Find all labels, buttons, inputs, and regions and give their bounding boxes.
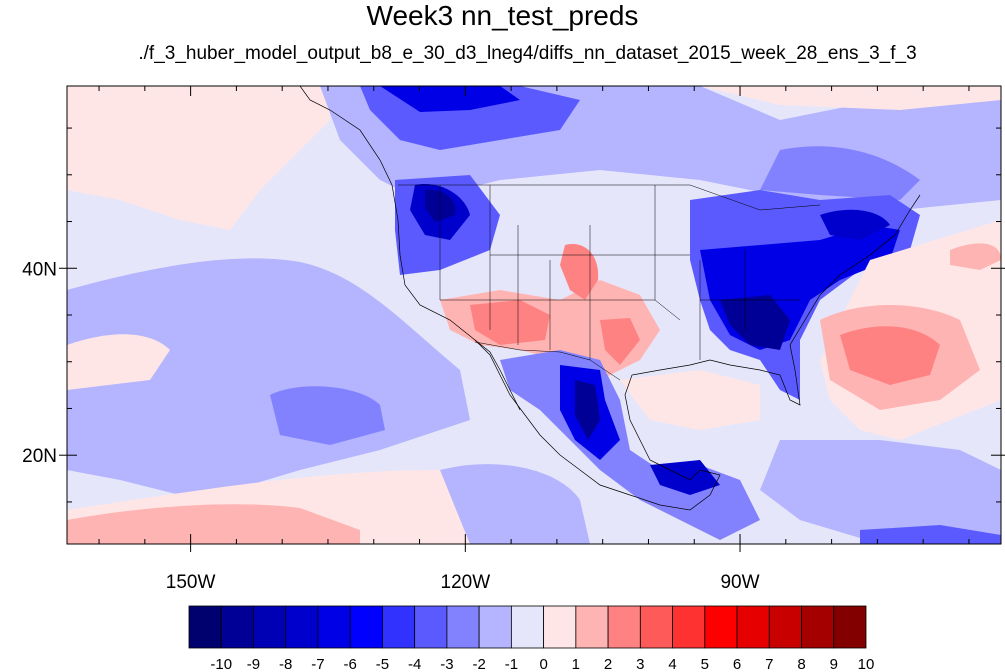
colorbar-label: -3 — [440, 656, 453, 672]
field-region — [760, 146, 920, 200]
field-region — [67, 258, 470, 500]
lon-tick-label: 90W — [720, 572, 759, 593]
colorbar-swatch — [382, 605, 416, 649]
map-title: Week3 nn_test_preds — [366, 0, 639, 31]
colorbar-swatch — [220, 605, 254, 649]
colorbar-label: 1 — [572, 656, 580, 672]
colorbar-swatch — [446, 605, 480, 649]
field-region — [270, 386, 385, 445]
colorbar-label: 4 — [668, 656, 676, 672]
coastlines — [299, 86, 921, 511]
field-region — [67, 334, 170, 390]
colorbar-label: -10 — [210, 656, 232, 672]
colorbar-label: 10 — [858, 656, 875, 672]
colorbar-label: 8 — [797, 656, 805, 672]
field-region — [560, 244, 599, 300]
field-region — [620, 370, 760, 430]
colorbar-label: -4 — [408, 656, 421, 672]
colorbar-swatch — [543, 605, 577, 649]
lon-tick-label: 120W — [441, 572, 491, 593]
colorbar-label: -6 — [344, 656, 357, 672]
field-region — [720, 295, 790, 350]
field-region — [700, 86, 1001, 110]
field-region — [380, 86, 520, 112]
colorbar-swatch — [349, 605, 383, 649]
field-region — [67, 86, 330, 230]
colorbar-swatch — [833, 605, 867, 649]
colorbar-swatch — [478, 605, 512, 649]
colorbar-swatch — [253, 605, 287, 649]
colorbar-swatch — [639, 605, 673, 649]
colorbar-label: 9 — [830, 656, 838, 672]
colorbar-swatch — [575, 605, 609, 649]
colorbar-label: -8 — [279, 656, 292, 672]
axis-ticks — [59, 86, 1005, 552]
field-region — [575, 380, 600, 440]
colorbar-swatch — [607, 605, 641, 649]
colorbar: -10 -9 -8 -7 -6 -5 -4 -3 -2 -1 0 1 2 3 4 5 6 7 8 9 10 — [188, 605, 875, 672]
colorbar-label: 2 — [604, 656, 612, 672]
colorbar-label: 7 — [765, 656, 773, 672]
field-region — [820, 209, 890, 240]
axis-tick-labels: 40N 20N 150W 120W 90W — [22, 259, 759, 593]
field-region — [67, 504, 360, 544]
field-region — [950, 243, 1001, 270]
colorbar-swatch — [414, 605, 448, 649]
colorbar-label: -9 — [247, 656, 260, 672]
colorbar-label: 3 — [636, 656, 644, 672]
lon-tick-label: 150W — [166, 572, 216, 593]
colorbar-swatch — [736, 605, 770, 649]
colorbar-label: 5 — [701, 656, 709, 672]
map-subtitle: ./f_3_huber_model_output_b8_e_30_d3_lneg… — [138, 43, 917, 64]
colorbar-label: 0 — [539, 656, 547, 672]
colorbar-swatch — [285, 605, 319, 649]
lat-tick-label: 40N — [22, 259, 57, 280]
field-region — [600, 318, 640, 365]
map-field — [67, 86, 1001, 544]
colorbar-label: -1 — [505, 656, 518, 672]
field-region — [760, 440, 1001, 544]
colorbar-swatch — [704, 605, 738, 649]
colorbar-swatch — [188, 605, 222, 649]
colorbar-label: -2 — [472, 656, 485, 672]
political-borders — [398, 184, 821, 381]
colorbar-label: 6 — [733, 656, 741, 672]
field-region — [860, 525, 1001, 544]
field-region — [440, 464, 590, 544]
colorbar-swatch — [672, 605, 706, 649]
field-region — [840, 326, 940, 385]
colorbar-swatch — [510, 605, 545, 649]
colorbar-swatch — [768, 605, 802, 649]
colorbar-label: -5 — [376, 656, 389, 672]
colorbar-label: -7 — [311, 656, 324, 672]
lat-tick-label: 20N — [22, 446, 57, 467]
colorbar-swatch — [801, 605, 835, 649]
colorbar-swatch — [317, 605, 351, 649]
